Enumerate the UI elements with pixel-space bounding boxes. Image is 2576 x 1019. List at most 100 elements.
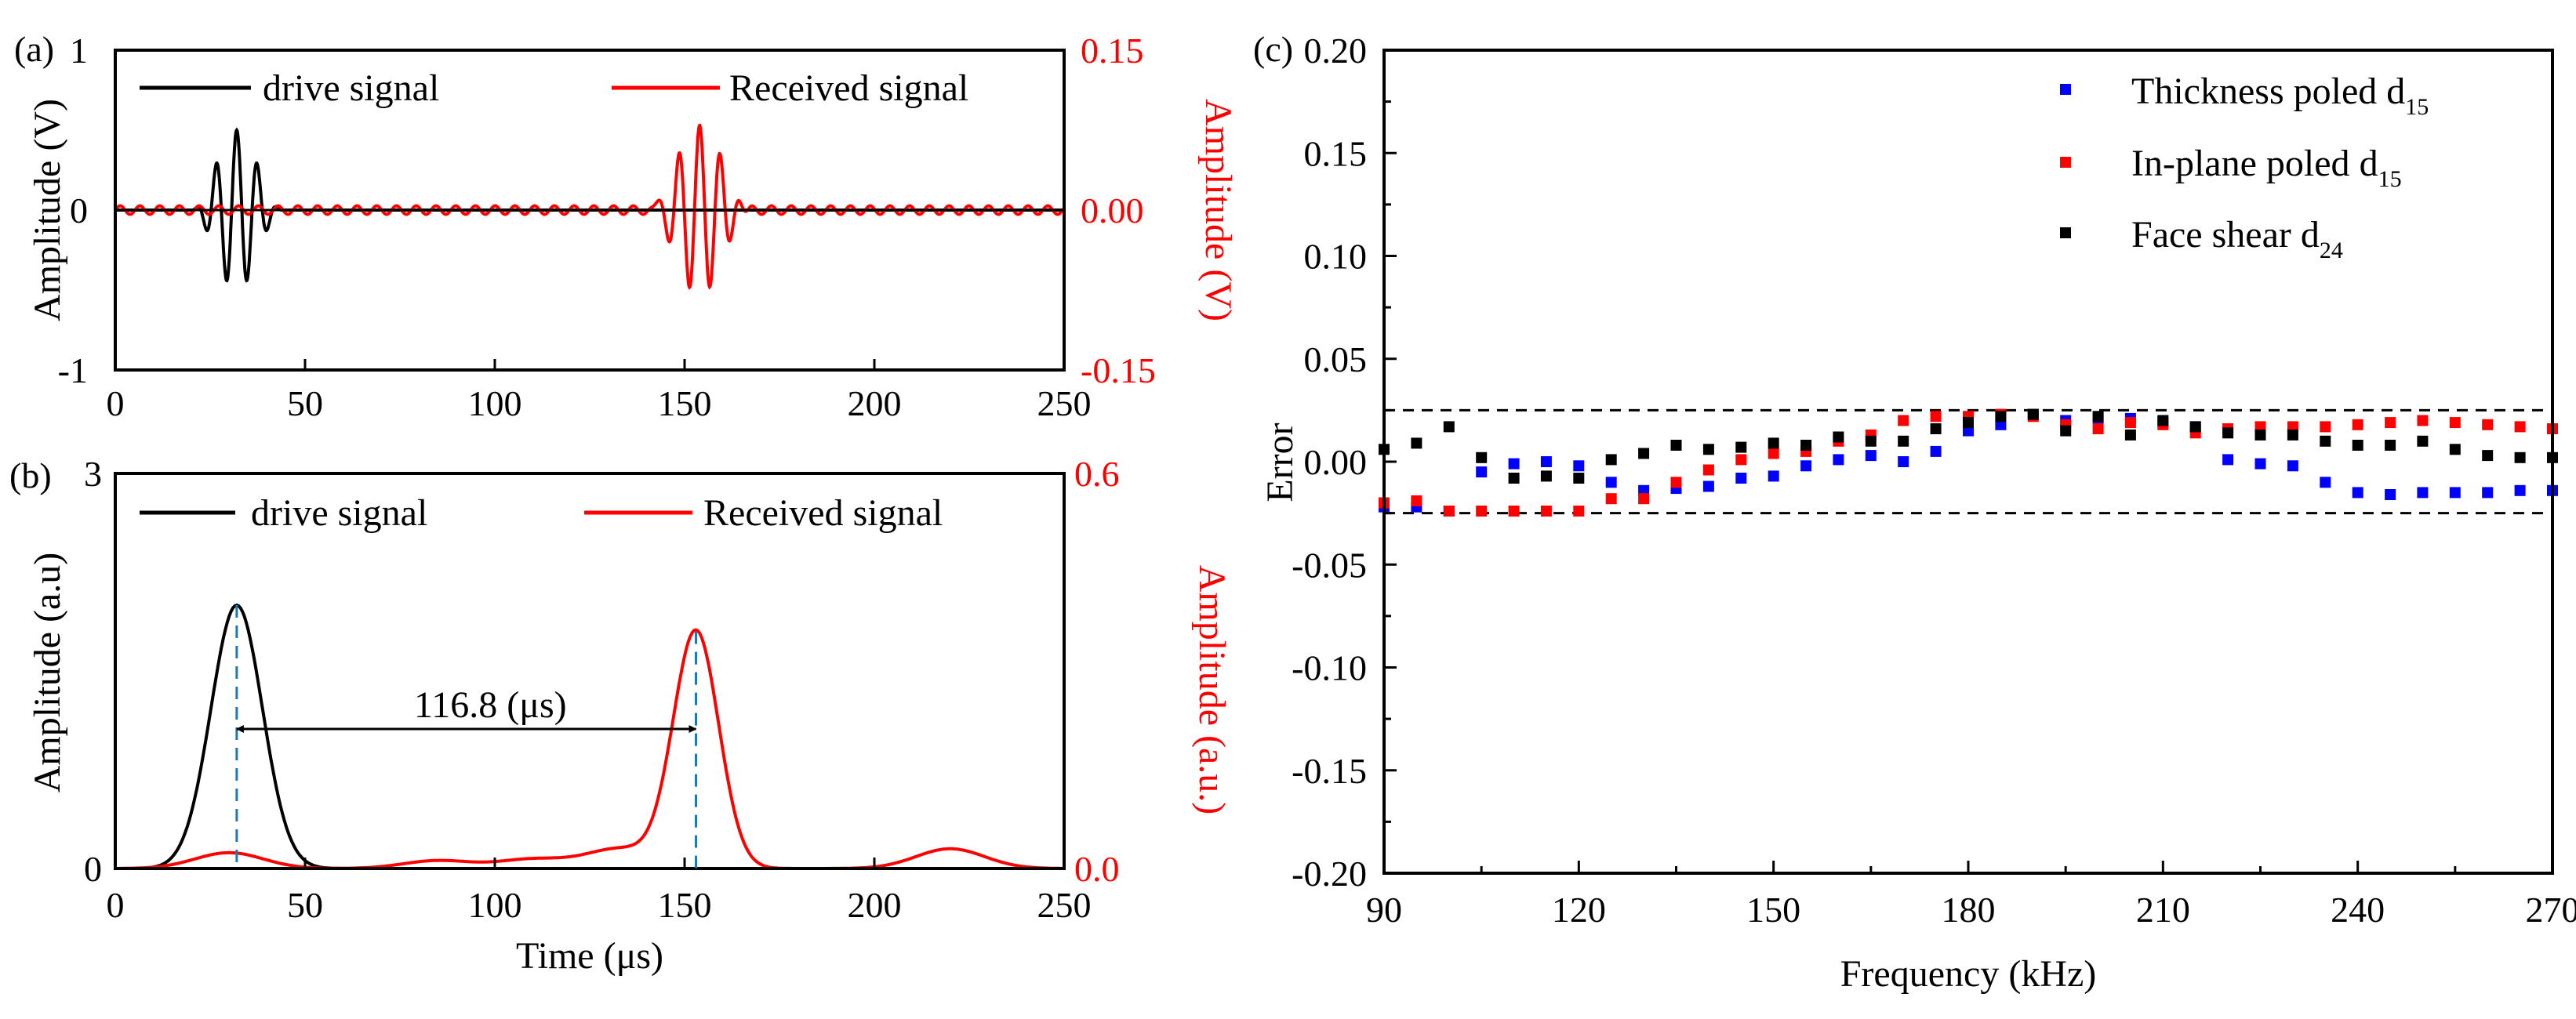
panel-c-point-faceshear [2060, 425, 2072, 437]
panel-c-point-thickness [2287, 460, 2298, 472]
panel-c-point-inplane [1735, 454, 1747, 466]
panel-c-point-faceshear [2254, 429, 2266, 441]
panel-c-point-faceshear [2385, 440, 2396, 451]
panel-c-point-faceshear [2124, 429, 2136, 441]
panel-b-ylabel-left: Amplitude (a.u) [27, 553, 68, 793]
panel-c-point-thickness [2514, 484, 2526, 496]
panel-c-point-thickness [1833, 454, 1844, 466]
panel-c-point-thickness [2352, 487, 2363, 499]
panel-c-point-thickness [1573, 460, 1585, 472]
panel-c-xtick-label: 120 [1552, 890, 1606, 930]
panel-c-point-faceshear [1573, 473, 1585, 484]
panel-c-point-faceshear [1865, 435, 1877, 447]
panel-c-legend-thickness: Thickness poled d15 [2131, 71, 2429, 120]
panel-b-xtick-label: 250 [1037, 885, 1092, 925]
panel-b-series-drive [115, 603, 1064, 870]
panel-c-point-faceshear [2092, 411, 2104, 422]
panel-c-xtick-label: 270 [2526, 890, 2576, 930]
panel-c-point-faceshear [2027, 408, 2039, 420]
panel-c-point-thickness [2222, 454, 2234, 466]
panel-b-label: (b) [9, 455, 52, 495]
panel-a-series [114, 123, 1066, 290]
panel-c-legend-marker-faceshear [2060, 227, 2071, 238]
panel-c-point-faceshear [1702, 444, 1714, 455]
panel-c-label: (c) [1253, 29, 1293, 69]
panel-c-point-faceshear [1995, 411, 2007, 422]
panel-c-ytick-label: 0.10 [1304, 237, 1368, 277]
panel-a: 0 50 100 150 200 250 (a) 1 0 -1 0.15 0.00 -0.… [14, 29, 1239, 423]
panel-c-point-inplane [1768, 448, 1779, 459]
panel-c-points [1379, 408, 2558, 517]
panel-c-point-faceshear [2514, 451, 2526, 463]
panel-a-series-received [114, 123, 1066, 290]
panel-c-point-thickness [2254, 458, 2266, 470]
panel-b-ticks: 0 50 100 150 200 250 [107, 858, 1092, 925]
panel-c-point-thickness [1540, 456, 1552, 467]
panel-c-point-faceshear [2222, 427, 2234, 439]
panel-c-point-faceshear [1735, 441, 1747, 453]
panel-b-frame [114, 472, 1066, 870]
panel-c-point-inplane [1443, 506, 1455, 517]
panel-c-ticks: 90 120 150 180 210 240 270 -0.20 -0.15 -0.10 -0.05… [1292, 31, 2576, 930]
panel-a-legend-drive: drive signal [263, 67, 439, 109]
panel-b: 0 50 100 150 200 250 116.8 (μs) (b) 3 0 0.6 0… [9, 454, 1233, 977]
panel-c-point-faceshear [1411, 437, 1422, 449]
panel-a-ytick-left-top: 1 [70, 31, 88, 71]
panel-c-point-inplane [2449, 417, 2461, 429]
panel-c-point-thickness [1930, 445, 1942, 457]
panel-c-point-thickness [2320, 477, 2331, 488]
panel-c-ytick-label: 0.05 [1304, 339, 1368, 379]
panel-c-point-inplane [1508, 506, 1520, 517]
panel-c-ytick-label: 0.20 [1304, 31, 1368, 71]
panel-a-ytick-right-mid: 0.00 [1081, 190, 1144, 230]
panel-b-legend: drive signal Received signal [140, 492, 943, 534]
panel-c-point-faceshear [1476, 451, 1488, 463]
panel-c-ylabel: Error [1259, 422, 1301, 502]
panel-c-legend-marker-inplane [2060, 157, 2071, 168]
panel-c-point-thickness [2482, 487, 2494, 499]
panel-c-point-faceshear [2287, 429, 2298, 441]
panel-c-point-thickness [2417, 487, 2429, 499]
panel-c-point-faceshear [1443, 421, 1455, 433]
panel-a-ytick-left-mid: 0 [70, 190, 88, 230]
panel-b-legend-drive: drive signal [251, 492, 427, 534]
panel-c-point-faceshear [1930, 423, 1942, 434]
panel-a-ticks: 0 50 100 150 200 250 [107, 49, 1092, 423]
panel-c-legend-inplane: In-plane poled d15 [2131, 143, 2402, 192]
panel-a-legend-received: Received signal [729, 67, 968, 109]
panel-b-interval-label: 116.8 (μs) [414, 684, 567, 726]
panel-c-point-inplane [1573, 506, 1585, 517]
panel-c-legend-faceshear: Face shear d24 [2131, 214, 2343, 263]
panel-b-ylabel-right: Amplitude (a.u.) [1191, 565, 1233, 815]
panel-b-xtick-label: 100 [468, 885, 522, 925]
panel-a-xtick-label: 200 [848, 383, 902, 423]
panel-c-point-faceshear [2352, 440, 2363, 451]
panel-c-point-faceshear [1508, 473, 1520, 484]
panel-c-point-inplane [1898, 415, 1909, 426]
panel-c-point-inplane [1476, 506, 1488, 517]
panel-c-point-inplane [2385, 417, 2396, 429]
panel-c-point-faceshear [2482, 450, 2494, 462]
panel-a-ytick-left-bot: -1 [58, 350, 88, 390]
panel-c-point-inplane [2320, 421, 2331, 433]
panel-c-point-faceshear [2320, 435, 2331, 447]
panel-a-ytick-right-bot: -0.15 [1081, 350, 1156, 390]
panel-a-xtick-label: 150 [658, 383, 712, 423]
panel-b-xtick-label: 50 [287, 885, 323, 925]
panel-c-point-inplane [1540, 506, 1552, 517]
panel-c-point-faceshear [1768, 437, 1779, 449]
panel-c-point-inplane [1605, 493, 1617, 505]
panel-c-point-faceshear [1898, 435, 1909, 447]
panel-a-legend: drive signal Received signal [140, 67, 968, 109]
panel-a-label: (a) [14, 29, 54, 69]
panel-a-xtick-label: 100 [468, 383, 522, 423]
panel-c-point-faceshear [1638, 448, 1650, 459]
panel-c-xlabel: Frequency (kHz) [1840, 953, 2097, 995]
panel-b-legend-received: Received signal [703, 492, 943, 534]
panel-c-point-faceshear [1605, 454, 1617, 466]
panel-c-point-faceshear [1963, 417, 1974, 429]
panel-c-point-thickness [1735, 473, 1747, 484]
panel-b-ytick-right-bot: 0.0 [1074, 849, 1120, 889]
panel-c-ytick-label: 0.15 [1304, 133, 1368, 173]
